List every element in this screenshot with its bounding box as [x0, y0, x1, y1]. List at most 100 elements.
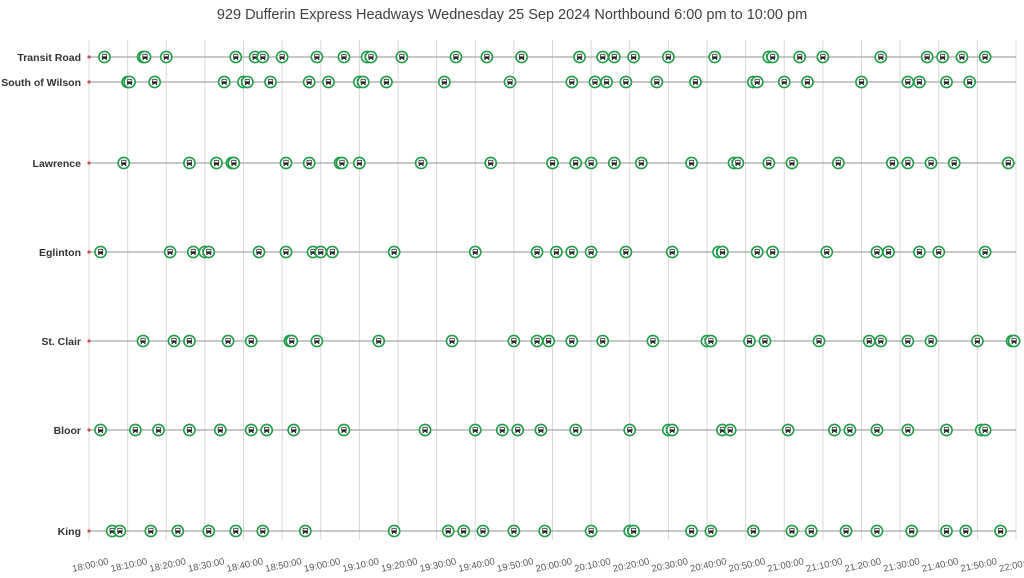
bus-icon	[959, 524, 973, 538]
bus-icon	[596, 334, 610, 348]
bus-icon	[113, 524, 127, 538]
x-tick-label: 19:40:00	[457, 556, 495, 574]
series-row: Transit Road	[17, 50, 1016, 64]
bus-icon	[940, 524, 953, 538]
bus-icon	[337, 423, 351, 437]
bus-icon	[905, 524, 919, 538]
bus-icon	[940, 423, 953, 437]
bus-icon	[831, 156, 845, 170]
bus-icon	[785, 156, 799, 170]
bus-icon	[924, 156, 938, 170]
bus-icon	[468, 245, 482, 259]
series-row: South of Wilson	[1, 75, 1016, 89]
bus-icon	[716, 245, 729, 259]
bus-icon	[573, 50, 586, 64]
bus-icon	[202, 245, 216, 259]
chart-title: 929 Dufferin Express Headways Wednesday …	[216, 7, 808, 23]
bus-icon	[183, 156, 196, 170]
bus-icon	[507, 334, 521, 348]
bus-icon	[793, 50, 807, 64]
bus-icon	[704, 524, 718, 538]
bus-icon	[1007, 334, 1021, 348]
bus-icon	[495, 423, 509, 437]
bus-icon	[901, 75, 915, 89]
bus-icon	[395, 50, 409, 64]
x-tick-label: 21:30:00	[882, 556, 920, 574]
bus-icon	[302, 156, 316, 170]
series-row: King	[58, 524, 1016, 538]
bus-icon	[955, 50, 969, 64]
x-tick-label: 18:10:00	[110, 556, 148, 574]
bus-icon	[515, 50, 528, 64]
bus-icon	[565, 245, 579, 259]
x-tick-label: 21:40:00	[921, 556, 959, 574]
bus-icon	[167, 334, 181, 348]
bus-icon	[743, 334, 756, 348]
bus-icon	[940, 75, 953, 89]
x-tick-label: 20:00:00	[535, 556, 573, 574]
bus-icon	[596, 50, 610, 64]
series-row: St. Clair	[41, 334, 1021, 348]
bus-icon	[538, 524, 552, 538]
bus-icon	[275, 50, 289, 64]
bus-icon	[183, 334, 196, 348]
bus-icon	[708, 50, 722, 64]
bus-icon	[325, 245, 339, 259]
bus-icon	[186, 245, 200, 259]
x-tick-label: 19:50:00	[496, 556, 534, 574]
bus-icon	[828, 423, 841, 437]
bus-icon	[138, 50, 152, 64]
bus-icon	[862, 334, 876, 348]
bus-icon	[387, 245, 401, 259]
bus-icon	[123, 75, 136, 89]
bus-icon	[314, 245, 328, 259]
bus-icon	[213, 423, 227, 437]
bus-icon	[820, 245, 834, 259]
bus-icon	[310, 50, 324, 64]
bus-icon	[507, 524, 521, 538]
x-tick-label: 21:20:00	[844, 556, 882, 574]
bus-icon	[901, 156, 915, 170]
bus-icon	[310, 334, 324, 348]
bus-icon	[874, 50, 888, 64]
bus-icon	[322, 75, 335, 89]
bus-icon	[542, 334, 556, 348]
bus-icon	[240, 75, 254, 89]
bus-icon	[364, 50, 378, 64]
bus-icon	[210, 156, 223, 170]
x-axis: 18:00:00 18:10:00 18:20:00 18:30:00 18:40:00…	[71, 556, 1024, 574]
bus-icon	[913, 245, 926, 259]
bus-icon	[163, 245, 177, 259]
x-tick-label: 18:30:00	[187, 556, 225, 574]
series-row: Eglinton	[39, 245, 1016, 259]
bus-icon	[148, 75, 162, 89]
bus-icon	[920, 50, 934, 64]
bus-icon	[913, 75, 926, 89]
bus-icon	[94, 423, 107, 437]
bus-icon	[298, 524, 312, 538]
bus-icon	[843, 423, 857, 437]
bus-icon	[627, 50, 641, 64]
bus-icon	[546, 156, 559, 170]
stop-label: Bloor	[54, 425, 81, 437]
bus-icon	[256, 50, 270, 64]
x-tick-label: 18:20:00	[148, 556, 186, 574]
bus-icon	[978, 50, 992, 64]
bus-icon	[256, 524, 270, 538]
bus-icon	[565, 75, 579, 89]
bus-icon	[94, 245, 107, 259]
bus-icon	[623, 423, 637, 437]
bus-icon	[855, 75, 868, 89]
bus-icon	[229, 524, 243, 538]
bus-icon	[970, 334, 984, 348]
bus-icon	[437, 75, 451, 89]
bus-icon	[117, 156, 131, 170]
bus-icon	[1001, 156, 1015, 170]
x-tick-label: 19:00:00	[303, 556, 341, 574]
series-row: Bloor	[54, 423, 1016, 437]
bus-icon	[901, 334, 915, 348]
bus-icon	[285, 334, 299, 348]
row-origin-dot	[87, 250, 91, 254]
stop-label: Transit Road	[17, 52, 81, 64]
bus-icon	[936, 50, 950, 64]
